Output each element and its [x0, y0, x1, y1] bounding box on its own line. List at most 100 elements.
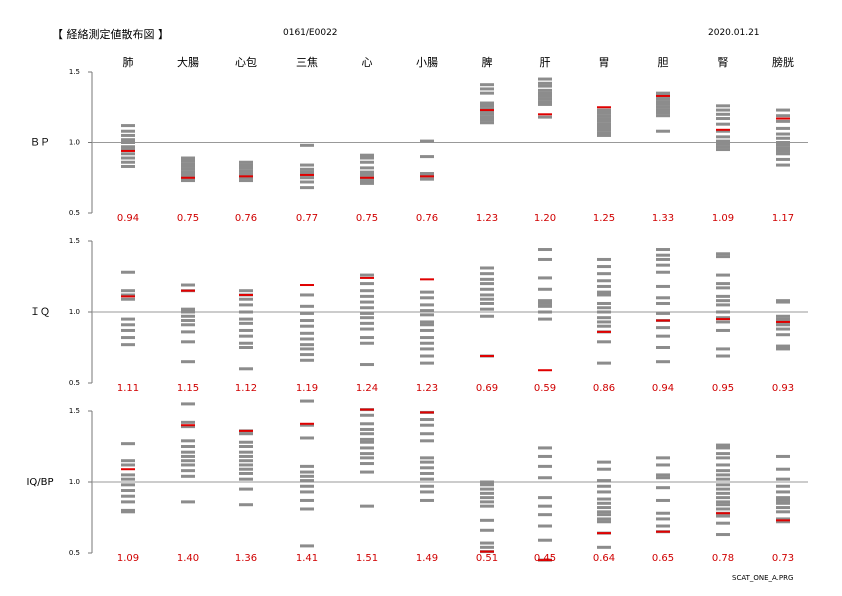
data-point	[239, 176, 253, 180]
data-point	[181, 156, 195, 160]
data-point	[597, 340, 611, 344]
data-point	[480, 104, 494, 108]
data-point	[597, 506, 611, 510]
highlight-mark	[538, 559, 552, 562]
data-point	[239, 289, 253, 293]
data-point	[121, 297, 135, 301]
data-point	[420, 290, 434, 294]
data-point	[716, 456, 730, 460]
highlight-mark	[480, 355, 494, 358]
data-point	[181, 323, 195, 327]
data-point	[420, 361, 434, 365]
highlight-mark	[360, 176, 374, 179]
data-point	[597, 310, 611, 314]
data-point	[360, 316, 374, 320]
data-point	[538, 248, 552, 252]
data-point	[538, 496, 552, 500]
highlight-mark	[538, 369, 552, 372]
highlight-mark	[420, 411, 434, 414]
data-point	[480, 293, 494, 297]
data-point	[538, 301, 552, 305]
data-point	[597, 290, 611, 294]
data-point	[716, 135, 730, 139]
panel-label: ＢＰ	[30, 138, 50, 149]
data-point	[716, 347, 730, 351]
data-point	[597, 111, 611, 115]
data-point	[300, 436, 314, 440]
highlight-mark	[239, 293, 253, 296]
data-point	[656, 346, 670, 349]
value-label: 1.19	[296, 383, 318, 394]
data-point	[656, 253, 670, 257]
data-point	[360, 336, 374, 340]
data-point	[181, 167, 195, 171]
highlight-mark	[656, 530, 670, 533]
data-point	[656, 111, 670, 115]
value-label: 0.78	[712, 553, 734, 564]
data-point	[181, 469, 195, 473]
highlight-mark	[716, 318, 730, 321]
data-point	[360, 456, 374, 460]
value-label: 0.95	[712, 383, 734, 394]
data-point	[181, 425, 195, 429]
data-point	[300, 343, 314, 347]
data-point	[538, 538, 552, 542]
data-point	[597, 108, 611, 112]
data-point	[360, 427, 374, 431]
data-point	[597, 293, 611, 297]
data-point	[121, 494, 135, 498]
data-point	[776, 517, 790, 521]
data-point	[300, 176, 314, 180]
data-point	[716, 328, 730, 332]
y-tick-label: 1.0	[69, 478, 80, 486]
category-label: 膀胱	[772, 55, 794, 69]
data-point	[597, 257, 611, 261]
data-point	[121, 138, 135, 142]
value-label: 1.17	[772, 213, 794, 224]
value-label: 0.59	[534, 383, 556, 394]
data-point	[121, 500, 135, 504]
data-point	[716, 252, 730, 256]
data-point	[716, 294, 730, 298]
data-point	[121, 124, 135, 128]
data-point	[597, 119, 611, 123]
value-label: 1.36	[235, 553, 257, 564]
data-point	[121, 477, 135, 481]
highlight-mark	[597, 106, 611, 109]
data-point	[480, 504, 494, 508]
data-point	[300, 293, 314, 297]
data-point	[360, 446, 374, 450]
data-point	[597, 316, 611, 320]
data-point	[716, 469, 730, 473]
highlight-mark	[239, 429, 253, 432]
data-point	[181, 439, 195, 443]
data-point	[239, 317, 253, 321]
data-point	[420, 139, 434, 143]
highlight-mark	[716, 128, 730, 131]
data-point	[181, 459, 195, 463]
data-point	[480, 109, 494, 113]
data-point	[181, 454, 195, 458]
data-point	[716, 142, 730, 146]
data-point	[121, 152, 135, 156]
highlight-mark	[597, 330, 611, 333]
data-point	[239, 503, 253, 507]
data-point	[300, 498, 314, 502]
data-point	[776, 467, 790, 471]
value-label: 1.24	[356, 383, 378, 394]
data-point	[360, 153, 374, 157]
data-point	[538, 100, 552, 104]
value-label: 0.69	[476, 383, 498, 394]
data-point	[360, 470, 374, 474]
category-label: 小腸	[416, 56, 438, 69]
data-point	[597, 501, 611, 505]
data-point	[181, 474, 195, 478]
data-point	[656, 311, 670, 315]
data-point	[656, 360, 670, 364]
data-point	[597, 497, 611, 501]
data-point	[776, 143, 790, 147]
data-point	[656, 257, 670, 261]
data-point	[480, 282, 494, 286]
data-point	[300, 143, 314, 147]
data-point	[300, 180, 314, 184]
